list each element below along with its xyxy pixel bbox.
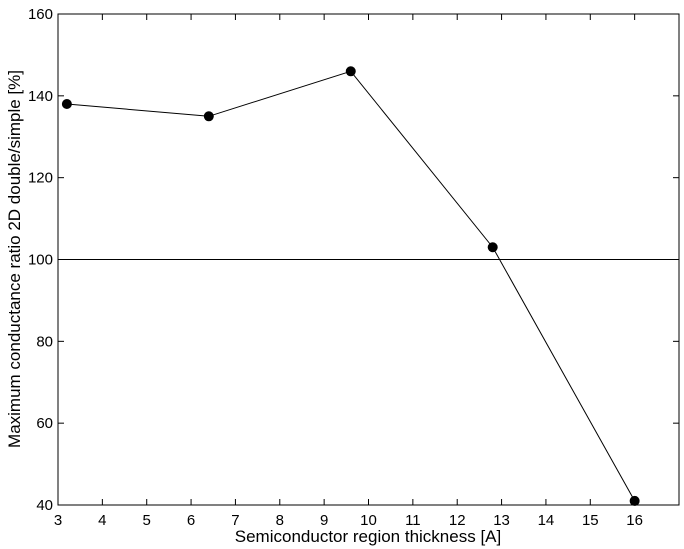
data-point (61, 99, 72, 110)
data-point (203, 111, 214, 122)
x-tick-label: 6 (187, 512, 195, 529)
x-tick-label: 4 (98, 512, 106, 529)
y-tick-label: 100 (28, 252, 53, 269)
x-tick-label: 10 (360, 512, 377, 529)
y-tick-label: 80 (36, 333, 53, 350)
x-tick-label: 8 (276, 512, 284, 529)
x-tick-label: 7 (231, 512, 239, 529)
x-axis-label: Semiconductor region thickness [A] (235, 527, 501, 546)
x-tick-label: 9 (320, 512, 328, 529)
y-tick-label: 60 (36, 415, 53, 432)
data-point (629, 495, 640, 506)
x-tick-label: 11 (405, 512, 421, 529)
x-tick-label: 12 (449, 512, 466, 529)
y-tick-label: 120 (28, 170, 53, 187)
x-tick-label: 5 (143, 512, 151, 529)
x-tick-label: 3 (54, 512, 62, 529)
y-tick-label: 40 (36, 497, 53, 514)
x-tick-label: 14 (538, 512, 555, 529)
data-point (487, 242, 498, 253)
x-tick-label: 15 (582, 512, 599, 529)
y-axis-label: Maximum conductance ratio 2D double/simp… (5, 70, 24, 448)
x-tick-label: 13 (493, 512, 510, 529)
data-point (345, 66, 356, 77)
x-tick-label: 16 (626, 512, 643, 529)
y-tick-label: 140 (28, 88, 53, 105)
y-tick-label: 160 (28, 6, 53, 23)
